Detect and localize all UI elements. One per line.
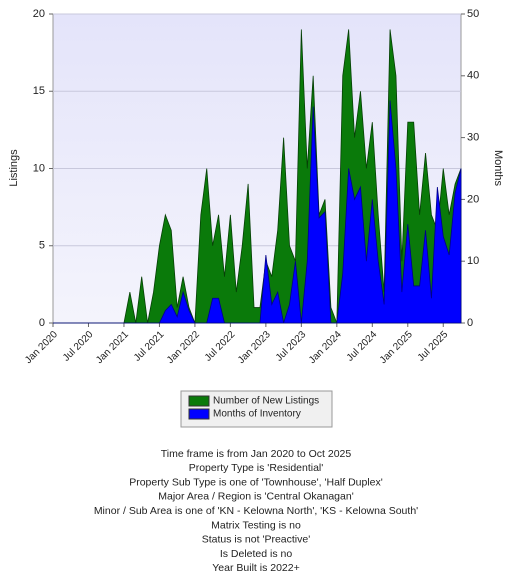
legend-label: Months of Inventory	[213, 409, 301, 420]
y2-tick-label: 20	[467, 193, 479, 205]
y2-tick-label: 50	[467, 8, 479, 20]
y-axis-label: Listings	[8, 149, 20, 187]
x-tick-label: Jul 2020	[61, 329, 96, 364]
footer-line: Property Type is 'Residential'	[189, 462, 324, 474]
x-tick-label: Jul 2023	[274, 329, 309, 364]
y2-tick-label: 0	[467, 317, 473, 329]
footer-line: Minor / Sub Area is one of 'KN - Kelowna…	[94, 505, 418, 517]
x-tick-label: Jan 2025	[378, 329, 415, 366]
x-tick-label: Jan 2022	[165, 329, 202, 366]
y2-tick-label: 40	[467, 70, 479, 82]
y-tick-label: 0	[39, 317, 45, 329]
footer-line: Property Sub Type is one of 'Townhouse',…	[129, 476, 383, 488]
x-tick-label: Jul 2024	[345, 329, 380, 364]
footer-line: Is Deleted is no	[220, 548, 293, 560]
footer-line: Time frame is from Jan 2020 to Oct 2025	[161, 448, 352, 460]
footer-line: Major Area / Region is 'Central Okanagan…	[158, 491, 353, 503]
x-tick-label: Jan 2024	[307, 329, 344, 366]
y2-axis-label: Months	[492, 150, 504, 187]
legend-swatch	[188, 395, 210, 407]
legend-swatch	[188, 408, 210, 420]
footer-line: Status is not 'Preactive'	[202, 534, 310, 546]
y-tick-label: 20	[33, 8, 45, 20]
x-tick-label: Jul 2021	[132, 329, 167, 364]
legend-label: Number of New Listings	[213, 396, 319, 407]
y-tick-label: 5	[39, 240, 45, 252]
y2-tick-label: 30	[467, 132, 479, 144]
x-tick-label: Jul 2022	[203, 329, 238, 364]
footer-line: Matrix Testing is no	[211, 519, 301, 531]
x-tick-label: Jan 2020	[23, 329, 60, 366]
y2-tick-label: 10	[467, 255, 479, 267]
footer-line: Year Built is 2022+	[212, 562, 299, 571]
x-tick-label: Jan 2023	[236, 329, 273, 366]
x-tick-label: Jan 2021	[94, 329, 131, 366]
y-tick-label: 10	[33, 162, 45, 174]
x-tick-label: Jul 2025	[416, 329, 451, 364]
area	[53, 100, 462, 324]
y-tick-label: 15	[33, 85, 45, 97]
